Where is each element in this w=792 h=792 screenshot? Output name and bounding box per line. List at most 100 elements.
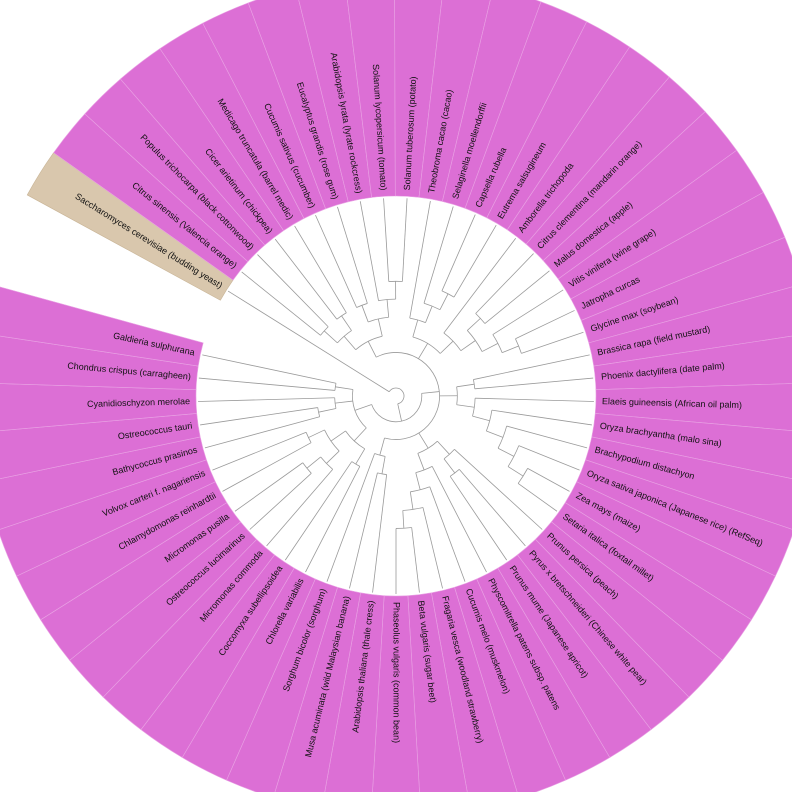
branch xyxy=(475,397,594,402)
branch xyxy=(409,200,431,319)
branch xyxy=(349,472,378,589)
branch-arc xyxy=(317,407,321,417)
branch xyxy=(502,345,519,354)
branch xyxy=(521,331,584,354)
branch xyxy=(204,416,320,449)
branch xyxy=(402,198,408,282)
branch xyxy=(456,383,475,388)
branch-arc xyxy=(302,462,312,474)
branch-arc xyxy=(443,332,462,351)
branch-arc xyxy=(402,507,424,511)
branch xyxy=(198,377,335,391)
branch xyxy=(315,214,357,308)
branch-arc xyxy=(388,387,405,405)
branch xyxy=(381,456,386,474)
leaf-sector xyxy=(591,413,792,480)
branch xyxy=(507,466,524,477)
branches xyxy=(198,198,594,594)
branch xyxy=(335,386,353,390)
branch xyxy=(353,427,367,442)
branch xyxy=(377,318,383,337)
branch-arc xyxy=(374,453,386,457)
leaf-sector xyxy=(454,578,566,792)
branch xyxy=(421,391,440,394)
branch xyxy=(425,305,433,323)
branch xyxy=(431,466,487,573)
branch-arc xyxy=(472,379,476,389)
branch xyxy=(474,377,594,390)
branch xyxy=(527,468,570,492)
branch xyxy=(497,447,515,457)
leaf-sector xyxy=(585,436,792,530)
branch xyxy=(318,408,337,413)
branch-arc xyxy=(507,445,520,467)
branch xyxy=(417,453,425,471)
branch xyxy=(491,409,592,426)
branch-arc xyxy=(351,461,361,467)
branch xyxy=(422,507,443,589)
branch xyxy=(454,449,543,530)
branch-arc xyxy=(410,486,430,493)
leaf-sector xyxy=(0,413,201,480)
branch xyxy=(456,404,475,408)
branch xyxy=(222,442,312,492)
branch xyxy=(341,315,352,331)
branch xyxy=(284,461,353,561)
branch xyxy=(473,354,590,380)
branch xyxy=(198,397,335,402)
leaf-sector xyxy=(588,286,792,367)
branch xyxy=(361,305,369,323)
branch xyxy=(411,527,420,593)
branch xyxy=(443,458,456,474)
branch xyxy=(200,407,318,426)
branch xyxy=(354,404,372,411)
branch xyxy=(418,432,429,449)
leaf-sector xyxy=(0,459,216,577)
branch xyxy=(241,271,321,336)
leaf-sector xyxy=(0,286,204,367)
branch xyxy=(266,469,333,547)
branch xyxy=(472,415,490,422)
branch xyxy=(481,343,499,352)
branch-arc xyxy=(371,393,423,423)
branch xyxy=(383,198,390,282)
branch-arc xyxy=(368,316,389,323)
branch xyxy=(372,474,388,593)
branch xyxy=(227,290,390,393)
branch xyxy=(506,425,588,449)
branch-arc xyxy=(334,383,337,391)
branch xyxy=(515,310,575,340)
branch xyxy=(484,270,550,324)
leaf-sector xyxy=(274,586,361,792)
leaf-sector xyxy=(247,0,349,210)
leaf-sector xyxy=(580,236,792,344)
branch xyxy=(379,437,385,456)
branch xyxy=(337,206,368,304)
leaf-label: Cyanidioschyzon merolae xyxy=(87,396,190,409)
branch-arc xyxy=(376,352,440,440)
leaf-label: Elaeis guineensis (African oil palm) xyxy=(602,396,742,410)
branch xyxy=(459,469,526,547)
branch-arc xyxy=(337,330,352,344)
leaf-sector xyxy=(431,586,518,792)
branch xyxy=(453,225,497,298)
branch xyxy=(449,476,508,561)
branch xyxy=(492,289,564,335)
branch xyxy=(475,253,534,314)
branch xyxy=(439,340,454,354)
branch-arc xyxy=(377,472,387,475)
leaf-sector xyxy=(594,383,792,431)
branch xyxy=(443,238,517,334)
branch xyxy=(305,466,361,573)
leaf-sector xyxy=(0,383,198,431)
branch xyxy=(355,448,366,465)
leaf-sector xyxy=(0,335,199,391)
branch xyxy=(415,472,421,490)
branch xyxy=(323,330,338,344)
leaf-sector xyxy=(324,592,385,792)
branch-arc xyxy=(517,468,528,484)
branch xyxy=(429,486,466,582)
branch xyxy=(437,440,450,455)
